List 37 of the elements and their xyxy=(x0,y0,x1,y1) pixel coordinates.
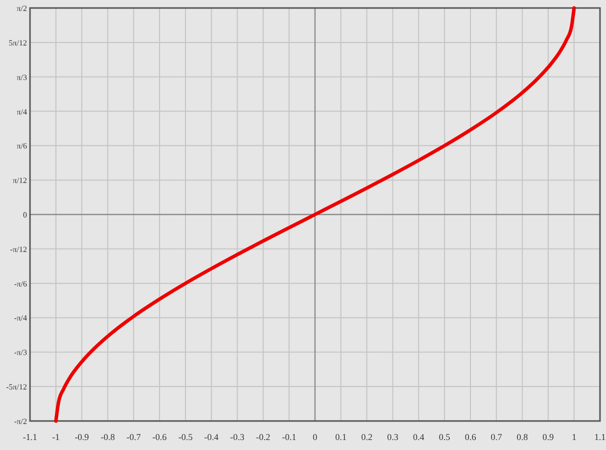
y-tick-label: -π/4 xyxy=(14,314,27,323)
x-tick-label: -1 xyxy=(52,432,60,442)
y-tick-label: -π/6 xyxy=(14,279,27,288)
x-tick-label: 0 xyxy=(312,432,318,442)
y-tick-label: 0 xyxy=(23,210,27,220)
x-tick-label: 0.4 xyxy=(413,432,425,442)
x-tick-label: -0.6 xyxy=(152,432,168,442)
x-tick-label: -0.2 xyxy=(256,432,270,442)
x-tick-label: 1.1 xyxy=(594,432,606,442)
y-tick-label: -π/2 xyxy=(14,417,27,426)
x-tick-label: 0.7 xyxy=(490,432,502,442)
y-tick-label: 5π/12 xyxy=(8,38,27,48)
y-tick-label: -5π/12 xyxy=(6,382,27,392)
x-tick-label: 0.6 xyxy=(464,432,477,442)
x-tick-label: -0.4 xyxy=(204,432,219,442)
x-tick-label: -0.1 xyxy=(282,432,296,442)
y-tick-label: π/6 xyxy=(16,142,27,151)
y-tick-label: π/12 xyxy=(12,176,27,186)
x-tick-label: -0.7 xyxy=(126,432,142,442)
y-tick-label: -π/12 xyxy=(10,244,27,254)
x-tick-label: 0.8 xyxy=(516,432,528,442)
y-tick-label: π/4 xyxy=(16,107,27,116)
y-tick-label: π/3 xyxy=(16,72,27,82)
x-tick-label: 0.3 xyxy=(387,432,399,442)
x-tick-label: 0.1 xyxy=(335,432,347,442)
x-tick-label: 0.9 xyxy=(542,432,554,442)
x-tick-label: -0.8 xyxy=(100,432,116,442)
x-tick-label: -0.3 xyxy=(230,432,245,442)
y-tick-label: π/2 xyxy=(16,4,27,13)
x-tick-label: -0.9 xyxy=(74,432,90,442)
y-tick-label: -π/3 xyxy=(14,348,27,358)
x-tick-label: -1.1 xyxy=(22,432,38,442)
x-tick-label: 1 xyxy=(572,432,576,442)
x-tick-label: 0.2 xyxy=(361,432,372,442)
x-tick-label: -0.5 xyxy=(178,432,194,442)
x-tick-label: 0.5 xyxy=(438,432,451,442)
line-series xyxy=(54,6,576,423)
